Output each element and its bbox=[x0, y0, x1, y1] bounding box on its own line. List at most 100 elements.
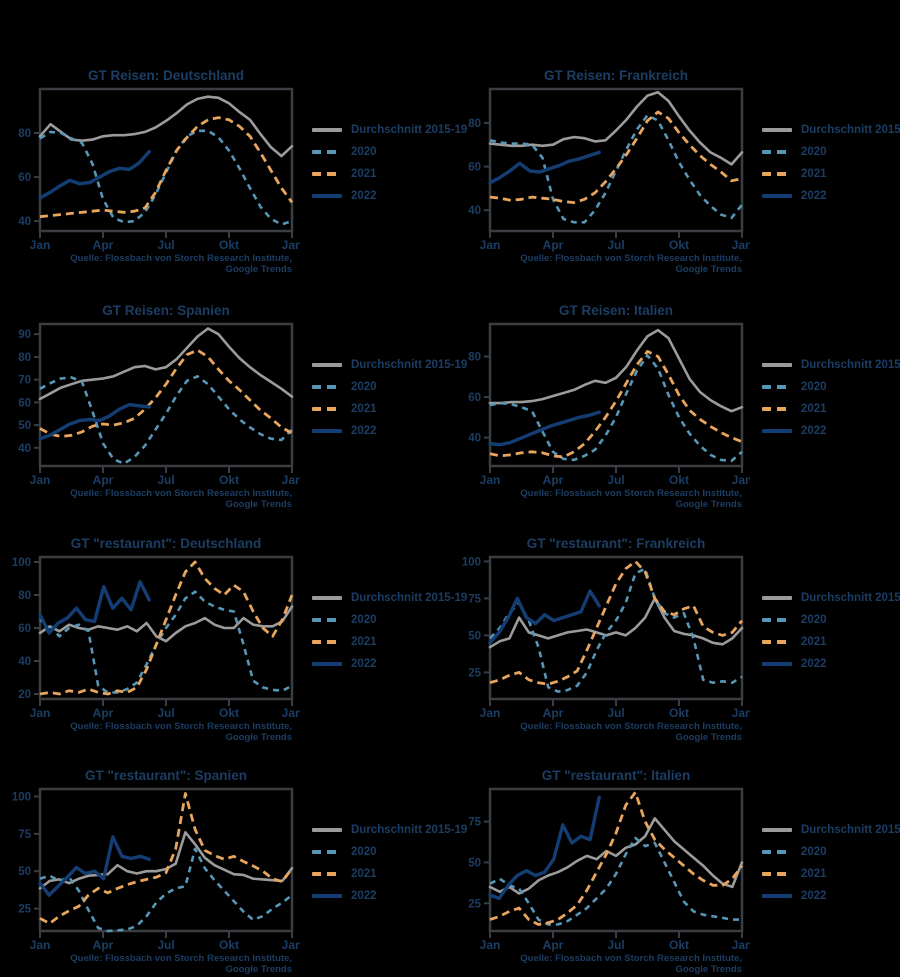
chart-card-3: GT Reisen: Spanien 40 50 60 70 80 90 Jan Apr Jul… bbox=[0, 295, 467, 528]
x-axis-tick-label: Jul bbox=[157, 938, 174, 952]
series-line-2021 bbox=[39, 348, 293, 438]
legend-label: Durchschnitt 2015-19 bbox=[351, 824, 468, 836]
legend-label: Durchschnitt 2015-19 bbox=[351, 359, 468, 371]
x-axis-tick-label: Apr bbox=[543, 238, 564, 252]
y-axis-tick-label: 60 bbox=[18, 172, 31, 184]
y-axis-tick-label: 25 bbox=[468, 667, 481, 679]
chart-plot: 25 50 75 100 Jan Apr Jul Okt Jan bbox=[12, 787, 300, 952]
legend-item-2020: 2020 bbox=[762, 381, 900, 393]
legend-item-durchschnitt: Durchschnitt 2015-19 bbox=[762, 124, 900, 136]
legend: Durchschnitt 2015-19 2020 2021 2022 bbox=[312, 124, 467, 202]
series-line-2020 bbox=[39, 590, 293, 694]
legend-item-2022: 2022 bbox=[312, 890, 450, 902]
source-note: Quelle: Flossbach von Storch Research In… bbox=[0, 953, 292, 976]
legend-label: 2021 bbox=[351, 868, 377, 880]
legend-swatch-2020 bbox=[762, 850, 792, 854]
legend-swatch-2020 bbox=[312, 850, 342, 854]
legend-swatch-2021 bbox=[312, 407, 342, 411]
series-line-2020 bbox=[39, 129, 293, 226]
series-line-durchschnitt bbox=[488, 328, 744, 413]
chart-title: GT "restaurant": Italien bbox=[541, 768, 691, 783]
legend-label: 2022 bbox=[351, 190, 377, 202]
legend-swatch-durchschnitt bbox=[312, 128, 342, 132]
legend-item-2021: 2021 bbox=[312, 868, 450, 880]
source-line-2: Google Trends bbox=[675, 498, 742, 510]
legend-label: 2020 bbox=[351, 146, 377, 158]
source-line-2: Google Trends bbox=[225, 963, 292, 975]
y-axis-tick-label: 80 bbox=[468, 352, 481, 364]
series-line-durchschnitt bbox=[38, 830, 294, 890]
chart-title: GT "restaurant": Frankreich bbox=[526, 536, 706, 551]
x-axis-tick-label: Jul bbox=[607, 238, 624, 252]
legend-label: Durchschnitt 2015-19 bbox=[801, 824, 900, 836]
legend-swatch-durchschnitt bbox=[762, 596, 792, 600]
series-line-durchschnitt bbox=[38, 95, 294, 158]
plot-column: GT "restaurant": Frankreich 25 50 75 100 Jan… bbox=[450, 534, 750, 744]
y-axis-tick-label: 100 bbox=[462, 556, 481, 568]
legend-label: 2022 bbox=[351, 658, 377, 670]
y-axis-tick-label: 75 bbox=[468, 593, 481, 605]
series-line-2022 bbox=[38, 149, 151, 200]
y-axis-tick-label: 25 bbox=[18, 904, 31, 916]
legend-swatch-2021 bbox=[312, 172, 342, 176]
series-line-durchschnitt bbox=[38, 605, 294, 643]
legend-label: Durchschnitt 2015-19 bbox=[801, 592, 900, 604]
legend-swatch-durchschnitt bbox=[312, 596, 342, 600]
y-axis-tick-label: 40 bbox=[18, 216, 31, 228]
legend-label: 2021 bbox=[351, 636, 377, 648]
legend-label: 2020 bbox=[351, 614, 377, 626]
legend-swatch-2021 bbox=[762, 407, 792, 411]
x-axis-tick-label: Apr bbox=[543, 706, 564, 720]
source-note: Quelle: Flossbach von Storch Research In… bbox=[450, 721, 742, 744]
legend: Durchschnitt 2015-19 2020 2021 2022 bbox=[762, 824, 900, 902]
x-axis-tick-label: Okt bbox=[219, 938, 239, 952]
y-axis-tick-label: 25 bbox=[468, 898, 481, 910]
series-line-2020 bbox=[489, 567, 743, 693]
legend: Durchschnitt 2015-19 2020 2021 2022 bbox=[312, 592, 467, 670]
series-line-2020 bbox=[489, 354, 743, 463]
legend-label: 2022 bbox=[801, 425, 827, 437]
source-line-2: Google Trends bbox=[225, 731, 292, 743]
legend-label: 2021 bbox=[801, 868, 827, 880]
y-axis-tick-label: 80 bbox=[18, 590, 31, 602]
source-note: Quelle: Flossbach von Storch Research In… bbox=[0, 253, 292, 276]
chart-plot: 40 50 60 70 80 90 Jan Apr Jul Okt Jan bbox=[18, 322, 300, 487]
legend-item-2022: 2022 bbox=[762, 425, 900, 437]
x-axis-tick-label: Okt bbox=[219, 238, 239, 252]
legend-swatch-2020 bbox=[312, 150, 342, 154]
legend-label: 2020 bbox=[801, 846, 827, 858]
legend-swatch-2021 bbox=[762, 640, 792, 644]
x-axis-tick-label: Apr bbox=[93, 238, 114, 252]
legend-swatch-2022 bbox=[762, 661, 792, 667]
y-axis-tick-label: 50 bbox=[468, 857, 481, 869]
x-axis-tick-label: Jan bbox=[480, 938, 501, 952]
legend-item-2021: 2021 bbox=[762, 403, 900, 415]
legend-label: Durchschnitt 2015-19 bbox=[351, 124, 468, 136]
x-axis-tick-label: Jan bbox=[732, 238, 750, 252]
legend-swatch-2020 bbox=[762, 385, 792, 389]
x-axis-tick-label: Jul bbox=[157, 473, 174, 487]
legend-swatch-2021 bbox=[312, 872, 342, 876]
legend-label: 2022 bbox=[351, 425, 377, 437]
x-axis-tick-label: Jan bbox=[282, 473, 300, 487]
legend-label: Durchschnitt 2015-19 bbox=[801, 359, 900, 371]
legend-label: 2020 bbox=[801, 381, 827, 393]
legend-item-2021: 2021 bbox=[312, 636, 450, 648]
y-axis-tick-label: 40 bbox=[18, 443, 31, 455]
legend-swatch-2021 bbox=[762, 872, 792, 876]
legend-item-2021: 2021 bbox=[762, 868, 900, 880]
y-axis-tick-label: 100 bbox=[12, 792, 31, 804]
series-line-2020 bbox=[39, 374, 293, 465]
legend-item-2020: 2020 bbox=[312, 146, 450, 158]
legend-item-2021: 2021 bbox=[762, 636, 900, 648]
chart-plot: 40 60 80 Jan Apr Jul Okt Jan bbox=[18, 87, 300, 252]
legend: Durchschnitt 2015-19 2020 2021 2022 bbox=[762, 359, 900, 437]
chart-title: GT "restaurant": Spanien bbox=[84, 768, 248, 783]
x-axis-tick-label: Jan bbox=[732, 706, 750, 720]
series-line-2022 bbox=[488, 410, 601, 447]
plot-column: GT Reisen: Frankreich 40 60 80 Jan Apr Jul Okt… bbox=[450, 66, 750, 276]
series-line-2022 bbox=[488, 589, 601, 645]
legend-label: 2022 bbox=[801, 190, 827, 202]
legend-label: 2021 bbox=[351, 168, 377, 180]
legend-label: Durchschnitt 2015-19 bbox=[351, 592, 468, 604]
